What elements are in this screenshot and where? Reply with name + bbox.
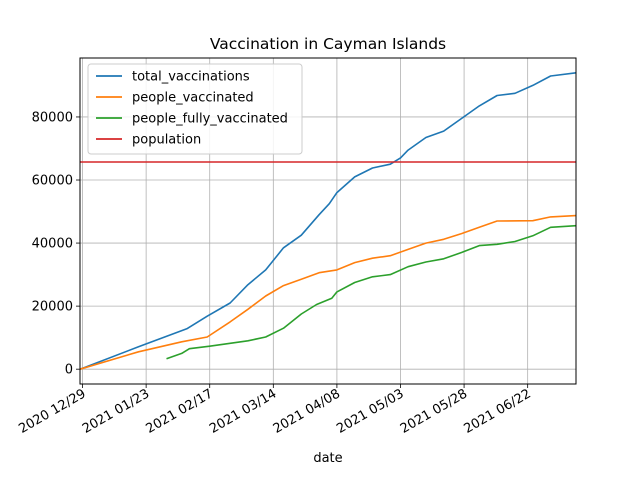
legend-label: people_vaccinated <box>132 91 254 106</box>
series-line-people-vaccinated <box>79 214 577 370</box>
series-lines <box>79 72 577 370</box>
legend-label: total_vaccinations <box>132 70 250 85</box>
series-line-people-fully-vaccinated <box>166 224 577 360</box>
chart-title: Vaccination in Cayman Islands <box>210 35 446 53</box>
legend-label: people_fully_vaccinated <box>132 112 288 127</box>
y-tick-label: 80000 <box>32 110 73 125</box>
series-line-total-vaccinations <box>79 72 577 370</box>
plot-frame <box>79 57 577 385</box>
legend: total_vaccinations people_vaccinatedpeopl… <box>87 63 303 155</box>
y-axis: 0 20000 40000 60000 80000 <box>32 110 80 378</box>
legend-label: population <box>132 133 201 148</box>
y-tick-label: 0 <box>65 363 73 378</box>
y-tick-label: 40000 <box>32 237 73 252</box>
x-axis-label: date <box>313 451 342 466</box>
y-tick-label: 20000 <box>32 300 73 315</box>
legend-box <box>87 63 303 155</box>
y-tick-label: 60000 <box>32 174 73 189</box>
